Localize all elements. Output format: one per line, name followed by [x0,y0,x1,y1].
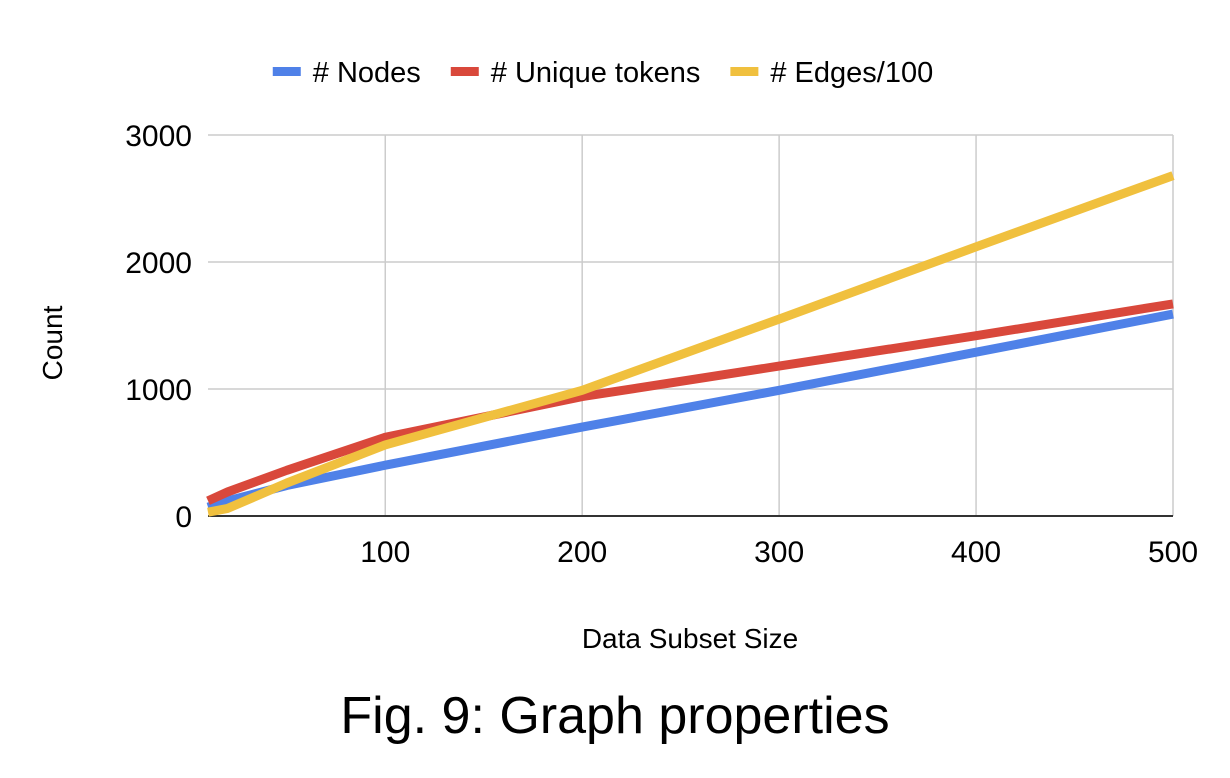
y-tick-label: 0 [175,501,192,534]
y-tick-label: 3000 [125,120,192,153]
x-tick-label: 500 [1148,536,1198,569]
axes: 0 1000 2000 3000 100 200 300 400 500 [125,120,1198,569]
series-lines [206,171,1175,517]
series-line-0 [206,309,1174,512]
legend-item: # Edges/100 [730,57,933,89]
grid [208,134,1174,516]
legend-item: # Unique tokens [450,57,701,89]
series-line-2 [207,171,1175,517]
legend-label: # Unique tokens [491,57,701,89]
legend-label: # Nodes [313,57,421,89]
x-tick-label: 300 [754,536,804,569]
y-tick-label: 1000 [125,374,192,407]
x-axis-label: Data Subset Size [582,623,798,654]
legend-swatch [450,67,479,76]
y-axis-label: Count [37,305,68,380]
x-tick-label: 400 [951,536,1001,569]
figure-caption: Fig. 9: Graph properties [340,687,890,745]
legend-swatch [272,67,301,76]
y-tick-label: 2000 [125,247,192,280]
legend-item: # Nodes [272,57,421,89]
legend-swatch [730,67,759,76]
legend-label: # Edges/100 [770,57,933,89]
legend: # Nodes # Unique tokens # Edges/100 [272,57,933,89]
x-tick-label: 100 [360,536,410,569]
x-tick-label: 200 [557,536,607,569]
